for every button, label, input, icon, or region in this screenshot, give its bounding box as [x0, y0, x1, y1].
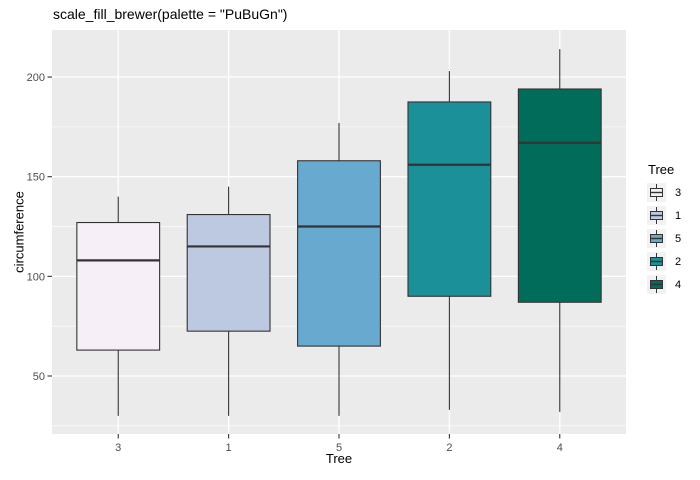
box-tree-1: [186, 214, 271, 332]
box-tree-2: [407, 101, 492, 297]
legend: Tree 3 1 5 2 4: [647, 162, 681, 298]
legend-label: 5: [675, 232, 682, 245]
y-axis-title: circumference: [11, 191, 27, 273]
y-tick-label: 50: [33, 371, 45, 383]
y-tick-label: 100: [27, 271, 45, 283]
y-tick-label: 200: [27, 72, 45, 84]
x-tick-label: 5: [336, 442, 342, 454]
x-axis-title: Tree: [325, 451, 353, 466]
legend-item-tree-2: 2: [647, 252, 681, 271]
box-tree-3: [76, 221, 161, 351]
legend-label: 4: [675, 278, 682, 291]
legend-title: Tree: [648, 162, 675, 177]
legend-label: 1: [675, 209, 682, 222]
legend-items: 3 1 5 2 4: [647, 183, 681, 294]
x-tick-label: 2: [446, 442, 452, 454]
x-tick-label: 1: [226, 442, 232, 454]
legend-key-boxplot-icon: [647, 252, 666, 271]
legend-key-boxplot-icon: [647, 206, 666, 225]
x-tick-label: 3: [115, 442, 121, 454]
legend-label: 2: [675, 255, 682, 268]
legend-label: 3: [675, 186, 682, 199]
legend-item-tree-5: 5: [647, 229, 681, 248]
legend-key-boxplot-icon: [647, 275, 666, 294]
plot-title: scale_fill_brewer(palette = "PuBuGn"): [53, 6, 288, 22]
legend-item-tree-1: 1: [647, 206, 681, 225]
box-tree-5: [297, 160, 381, 347]
box-tree-4: [517, 88, 602, 303]
y-tick-label: 150: [27, 172, 45, 184]
x-tick-label: 4: [557, 442, 563, 454]
legend-key-boxplot-icon: [647, 229, 666, 248]
legend-item-tree-3: 3: [647, 183, 681, 202]
legend-key-boxplot-icon: [647, 183, 666, 202]
legend-item-tree-4: 4: [647, 275, 681, 294]
